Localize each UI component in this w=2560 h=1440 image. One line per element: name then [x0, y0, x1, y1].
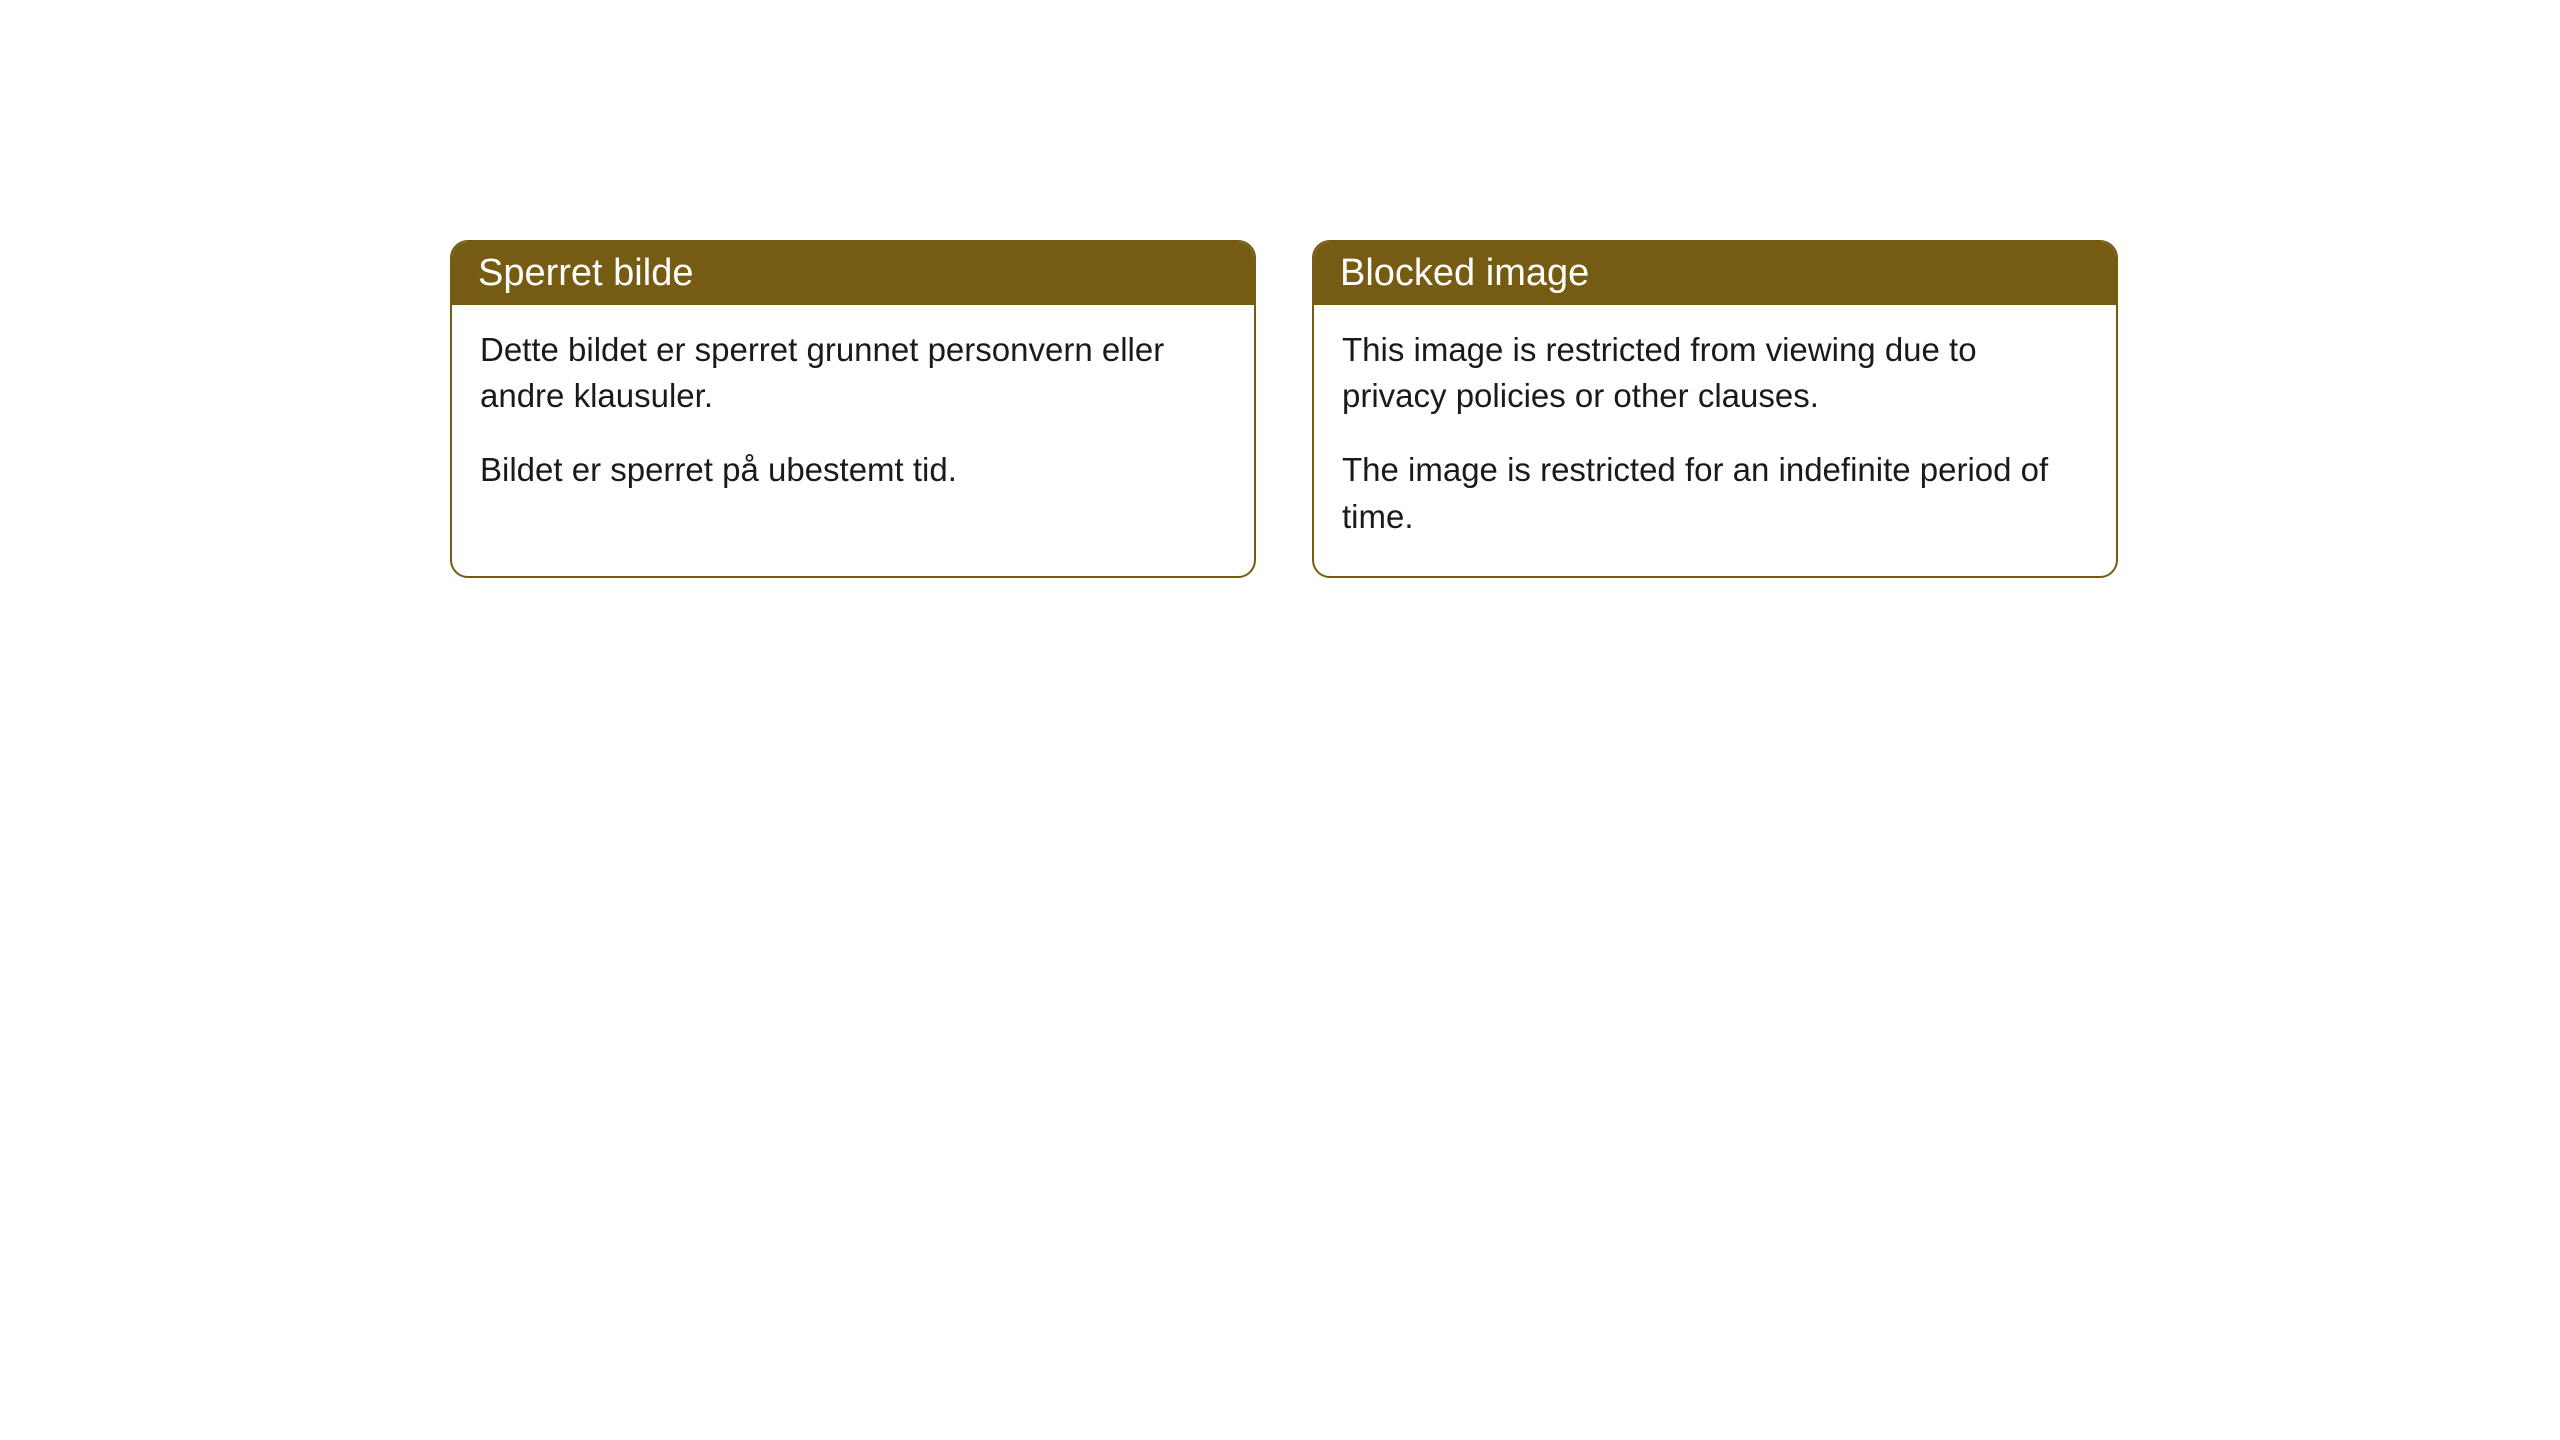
card-title: Blocked image	[1340, 252, 1589, 294]
card-header-norwegian: Sperret bilde	[452, 242, 1254, 305]
card-body-norwegian: Dette bildet er sperret grunnet personve…	[452, 305, 1254, 530]
card-paragraph-2: The image is restricted for an indefinit…	[1342, 447, 2088, 539]
blocked-image-card-norwegian: Sperret bilde Dette bildet er sperret gr…	[450, 240, 1256, 578]
card-header-english: Blocked image	[1314, 242, 2116, 305]
notice-cards-container: Sperret bilde Dette bildet er sperret gr…	[450, 240, 2560, 578]
card-title: Sperret bilde	[478, 252, 693, 294]
card-body-english: This image is restricted from viewing du…	[1314, 305, 2116, 576]
card-paragraph-1: Dette bildet er sperret grunnet personve…	[480, 327, 1226, 419]
card-paragraph-1: This image is restricted from viewing du…	[1342, 327, 2088, 419]
card-paragraph-2: Bildet er sperret på ubestemt tid.	[480, 447, 1226, 493]
blocked-image-card-english: Blocked image This image is restricted f…	[1312, 240, 2118, 578]
